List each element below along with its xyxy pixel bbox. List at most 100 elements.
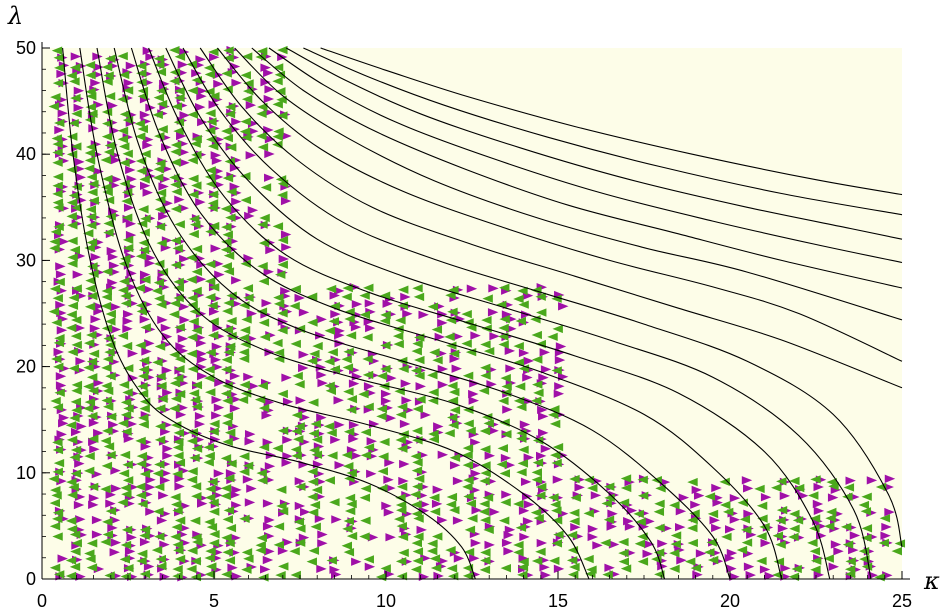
marker — [101, 62, 113, 72]
marker — [810, 565, 821, 574]
marker — [155, 159, 166, 168]
marker — [49, 244, 60, 253]
marker — [264, 173, 275, 182]
marker — [618, 548, 629, 558]
marker — [119, 450, 131, 460]
marker — [776, 505, 788, 515]
marker — [226, 316, 237, 326]
curve-12 — [251, 47, 903, 289]
marker — [532, 355, 543, 364]
marker — [535, 491, 546, 500]
marker — [276, 95, 287, 104]
marker — [351, 300, 363, 309]
marker — [274, 70, 286, 79]
marker — [329, 565, 340, 574]
marker — [142, 141, 153, 150]
marker — [535, 547, 546, 556]
marker — [54, 277, 65, 287]
marker — [574, 483, 585, 492]
marker — [70, 93, 81, 103]
y-axis: 0 10 20 30 40 50 — [16, 38, 50, 589]
marker — [139, 404, 150, 413]
marker — [669, 501, 680, 510]
marker — [551, 516, 563, 525]
marker — [381, 501, 392, 510]
marker — [83, 164, 95, 173]
marker — [570, 523, 581, 532]
marker — [489, 332, 500, 341]
marker — [824, 522, 835, 531]
marker — [145, 52, 156, 62]
marker — [608, 540, 620, 549]
marker — [437, 515, 448, 525]
marker — [482, 493, 494, 502]
marker — [52, 403, 64, 412]
marker — [471, 506, 482, 515]
marker — [433, 571, 444, 581]
marker — [118, 469, 130, 478]
marker — [329, 302, 340, 311]
marker — [56, 69, 67, 79]
marker — [413, 474, 425, 483]
marker — [741, 525, 752, 535]
marker — [67, 253, 78, 262]
marker — [362, 370, 374, 380]
marker — [173, 437, 184, 447]
marker — [517, 570, 528, 579]
marker — [248, 381, 259, 391]
marker — [220, 484, 232, 493]
marker — [66, 198, 78, 207]
marker — [171, 500, 182, 509]
marker — [351, 372, 363, 381]
marker — [433, 422, 444, 431]
marker — [411, 366, 422, 375]
marker — [194, 103, 206, 112]
marker — [103, 147, 115, 157]
marker — [101, 183, 112, 192]
marker — [137, 382, 148, 391]
marker — [170, 492, 181, 502]
marker — [205, 166, 216, 175]
marker — [244, 437, 255, 446]
marker — [205, 547, 216, 556]
marker — [102, 354, 114, 364]
marker — [380, 310, 391, 320]
marker — [91, 530, 103, 539]
marker — [54, 63, 65, 73]
marker — [379, 437, 390, 447]
marker — [208, 100, 219, 109]
x-tick-label: 0 — [37, 591, 47, 611]
marker — [66, 435, 78, 445]
marker — [513, 341, 524, 351]
marker — [263, 94, 275, 104]
marker — [191, 244, 203, 254]
marker — [334, 420, 345, 429]
marker — [416, 525, 427, 535]
marker — [179, 111, 190, 120]
marker — [207, 199, 219, 208]
marker — [310, 522, 321, 531]
marker — [173, 428, 185, 438]
marker — [136, 451, 148, 461]
marker — [552, 324, 563, 334]
marker — [66, 150, 78, 159]
marker — [706, 538, 717, 547]
marker — [173, 277, 184, 287]
marker — [75, 356, 86, 366]
marker — [145, 103, 156, 112]
marker — [449, 374, 461, 383]
marker — [523, 453, 535, 462]
marker — [240, 71, 251, 80]
marker — [437, 380, 449, 389]
marker — [346, 468, 357, 478]
marker — [259, 332, 271, 342]
marker — [88, 493, 100, 503]
marker — [429, 507, 441, 516]
marker — [229, 182, 240, 191]
marker — [86, 172, 97, 182]
marker — [452, 332, 464, 341]
marker — [135, 61, 147, 71]
marker — [110, 302, 121, 312]
marker — [379, 291, 391, 300]
marker — [86, 238, 98, 247]
